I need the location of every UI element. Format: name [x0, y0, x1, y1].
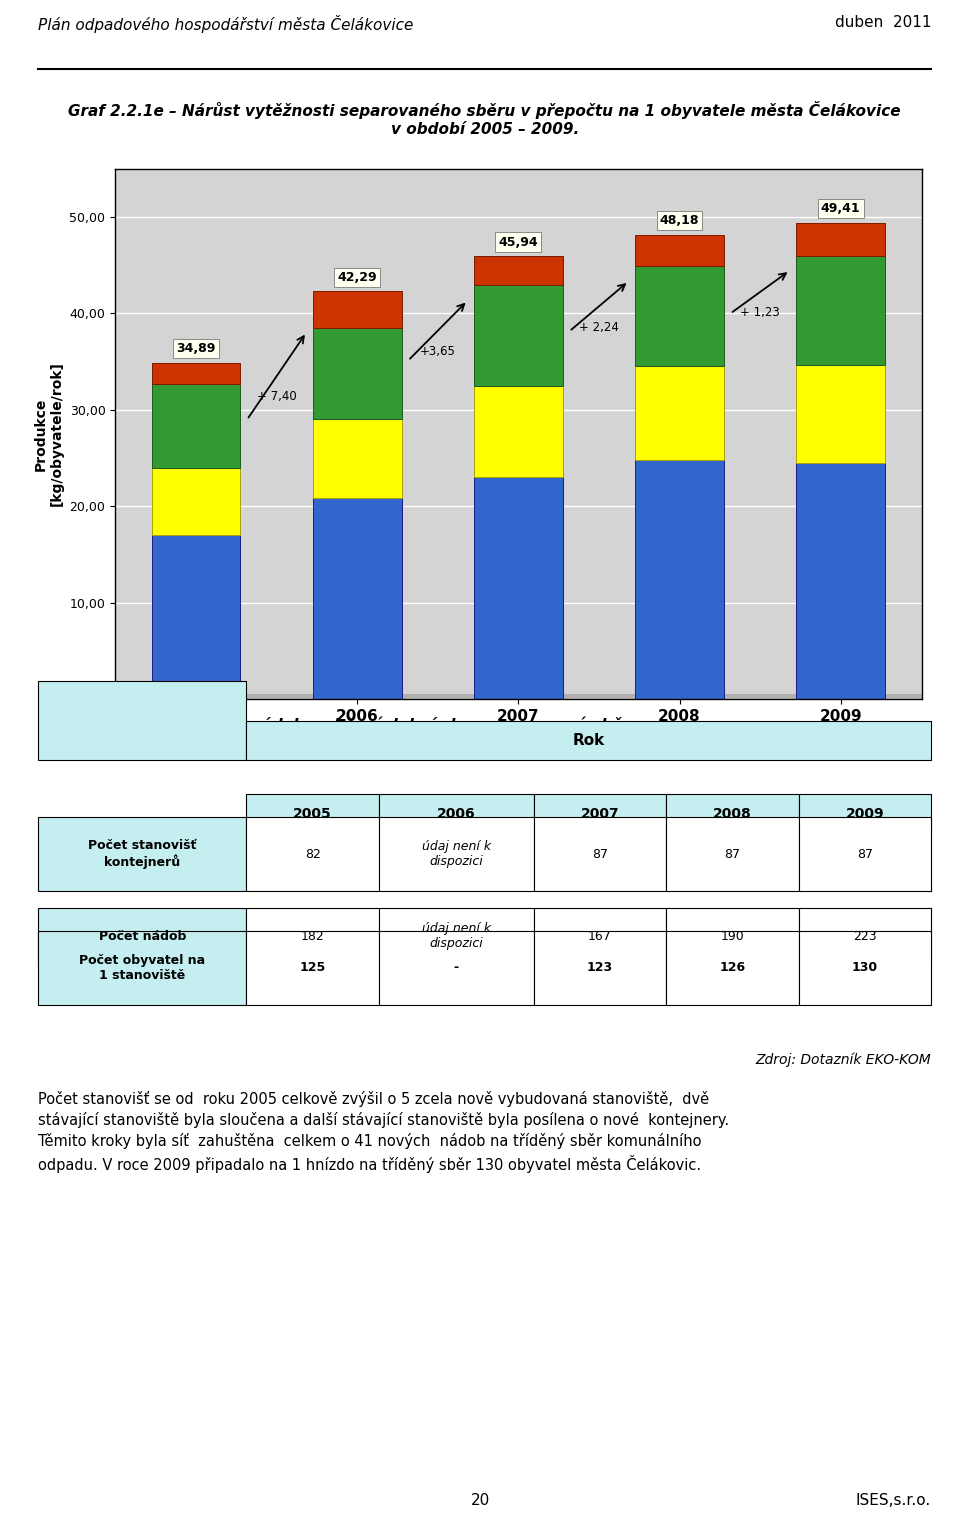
Text: 123: 123 — [587, 962, 613, 974]
Bar — [247, 931, 379, 1005]
Text: 45,94: 45,94 — [498, 235, 539, 249]
Bar — [534, 817, 666, 891]
Bar — [636, 459, 724, 699]
Bar — [247, 817, 379, 891]
Text: 125: 125 — [300, 962, 325, 974]
Bar — [313, 292, 401, 329]
Text: 126: 126 — [719, 962, 746, 974]
Bar — [313, 499, 401, 699]
Bar — [474, 284, 563, 386]
Bar — [534, 931, 666, 1005]
Text: 223: 223 — [853, 929, 876, 943]
Text: údaj není k
dispozici: údaj není k dispozici — [421, 840, 491, 868]
Bar — [799, 908, 931, 965]
Text: 2005: 2005 — [293, 808, 332, 822]
Bar — [38, 931, 247, 1005]
Bar — [152, 467, 240, 535]
Text: + 1,23: + 1,23 — [740, 307, 780, 319]
Text: 87: 87 — [592, 848, 608, 860]
Bar — [379, 931, 534, 1005]
Text: 2009: 2009 — [846, 808, 884, 822]
Text: duben  2011: duben 2011 — [834, 15, 931, 31]
Text: údaj není k
dispozici: údaj není k dispozici — [421, 923, 491, 951]
Text: 182: 182 — [300, 929, 324, 943]
Bar — [474, 386, 563, 478]
Bar — [474, 257, 563, 284]
Text: 82: 82 — [304, 848, 321, 860]
Bar — [247, 794, 379, 834]
Bar — [152, 362, 240, 384]
Bar — [38, 817, 247, 891]
Text: + 2,24: + 2,24 — [579, 321, 619, 333]
Bar — [797, 223, 885, 255]
Text: Počet stanovišť se od  roku 2005 celkově zvýšil o 5 zcela nově vybudovaná stanov: Počet stanovišť se od roku 2005 celkově … — [38, 1091, 730, 1174]
Bar — [666, 794, 799, 834]
Text: ISES,s.r.o.: ISES,s.r.o. — [856, 1493, 931, 1508]
Bar — [799, 931, 931, 1005]
Bar — [799, 794, 931, 834]
Text: + 7,40: + 7,40 — [257, 390, 297, 404]
X-axis label: Rok: Rok — [501, 734, 536, 753]
Bar — [666, 908, 799, 965]
Text: Počet obyvatel na
1 stanoviště: Počet obyvatel na 1 stanoviště — [80, 954, 205, 982]
Bar — [115, 694, 922, 699]
Text: Počet stanovišť
kontejnerů: Počet stanovišť kontejnerů — [88, 839, 197, 869]
Text: 2006: 2006 — [437, 808, 475, 822]
Bar — [247, 908, 379, 965]
Text: 42,29: 42,29 — [338, 270, 377, 284]
Text: Zdroj: Dotazník EKO-KOM: Zdroj: Dotazník EKO-KOM — [756, 1052, 931, 1066]
Text: Rok: Rok — [573, 733, 605, 748]
Bar — [313, 329, 401, 418]
Text: -: - — [454, 962, 459, 974]
Text: Plán odpadového hospodářství města Čelákovice: Plán odpadového hospodářství města Čelák… — [38, 15, 414, 34]
Bar — [636, 235, 724, 266]
Bar — [666, 817, 799, 891]
Bar — [152, 384, 240, 467]
Bar — [636, 366, 724, 459]
Bar — [379, 794, 534, 834]
Legend: Papír, Plast, Sklo barevné, Náp. karton: Papír, Plast, Sklo barevné, Náp. karton — [293, 828, 744, 862]
Text: 34,89: 34,89 — [177, 343, 216, 355]
Text: Počet nádob: Počet nádob — [99, 929, 186, 943]
Bar — [797, 462, 885, 699]
Bar — [38, 680, 247, 760]
Text: 49,41: 49,41 — [821, 203, 860, 215]
Text: 2008: 2008 — [713, 808, 752, 822]
Text: 20: 20 — [470, 1493, 490, 1508]
Bar — [797, 364, 885, 462]
Bar — [247, 720, 931, 760]
Text: Graf 2.2.1e – Nárůst vytěžnosti separovaného sběru v přepočtu na 1 obyvatele měs: Graf 2.2.1e – Nárůst vytěžnosti separova… — [68, 101, 901, 137]
Bar — [799, 817, 931, 891]
Bar — [797, 255, 885, 364]
Text: Tab. 2.2.1e- Vývoj počtu nádob a sběrných hnízd na separovaný sběr.: Tab. 2.2.1e- Vývoj počtu nádob a sběrnýc… — [38, 716, 634, 733]
Text: 87: 87 — [725, 848, 740, 860]
Bar — [379, 908, 534, 965]
Bar — [534, 794, 666, 834]
Bar — [474, 478, 563, 699]
Y-axis label: Produkce
[kg/obyvatele/rok]: Produkce [kg/obyvatele/rok] — [34, 361, 64, 507]
Text: 2007: 2007 — [581, 808, 619, 822]
Text: +3,65: +3,65 — [420, 346, 456, 358]
Text: 167: 167 — [588, 929, 612, 943]
Bar — [636, 266, 724, 366]
Bar — [666, 931, 799, 1005]
Text: 190: 190 — [721, 929, 744, 943]
Text: 48,18: 48,18 — [660, 214, 699, 227]
Bar — [313, 418, 401, 499]
Text: 87: 87 — [857, 848, 873, 860]
Text: 130: 130 — [852, 962, 878, 974]
Bar — [152, 535, 240, 699]
Bar — [38, 908, 247, 965]
Bar — [534, 908, 666, 965]
Bar — [379, 817, 534, 891]
